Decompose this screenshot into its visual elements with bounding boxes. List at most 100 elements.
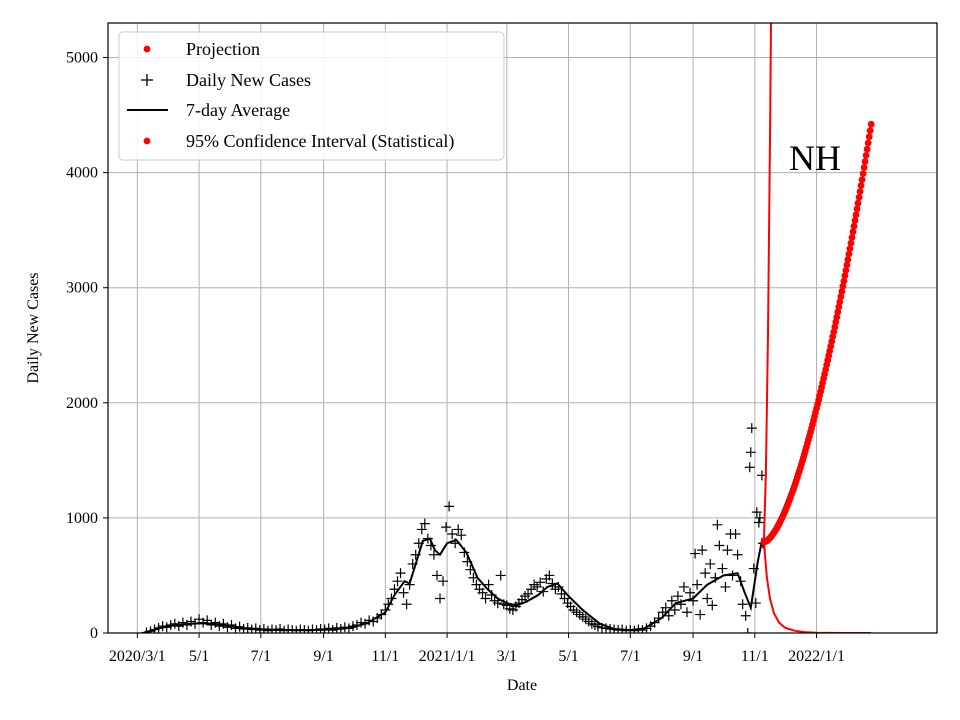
daily-new-cases-point (383, 599, 394, 610)
daily-new-cases-point (161, 622, 172, 633)
daily-new-cases-point (742, 628, 753, 633)
daily-new-cases-point (690, 548, 701, 559)
daily-new-cases-point (444, 501, 455, 512)
plot-frame (107, 22, 938, 634)
daily-new-cases-point (364, 615, 375, 626)
axis-ticks: 2020/3/1 5/1 7/1 9/1 11/1 2021/1/1 3/1 5/1 7/1 9/… (66, 50, 845, 665)
daily-new-cases-point (710, 572, 721, 583)
daily-new-cases-point (553, 581, 564, 592)
daily-new-cases-point (222, 622, 233, 633)
daily-new-cases-point (730, 529, 741, 540)
legend-label-daily-new-cases: Daily New Cases (186, 70, 311, 90)
daily-new-cases-point (186, 616, 197, 627)
daily-new-cases-point (707, 600, 718, 611)
daily-new-cases-point (754, 512, 765, 523)
confidence-interval-point (849, 228, 857, 236)
daily-new-cases-point (343, 623, 354, 633)
confidence-interval-point (837, 293, 845, 301)
daily-new-cases-point (745, 447, 756, 458)
daily-new-cases-point (720, 581, 731, 592)
legend: Projection Daily New Cases 7-day Average… (118, 31, 505, 161)
daily-new-cases-point (398, 587, 409, 598)
confidence-interval-point (867, 120, 875, 128)
daily-new-cases-point (692, 579, 703, 590)
confidence-interval-point (858, 176, 866, 184)
daily-new-cases-point (416, 524, 427, 535)
confidence-interval-point (852, 211, 860, 219)
daily-new-cases-point (544, 570, 555, 581)
y-tick-label: 1000 (66, 510, 98, 527)
daily-new-cases-point (681, 607, 692, 618)
daily-new-cases-point (746, 423, 757, 434)
daily-new-cases-point (666, 595, 677, 606)
confidence-interval-point (847, 239, 855, 247)
confidence-interval-point (851, 217, 859, 224)
confidence-interval-point (843, 261, 851, 269)
daily-new-cases-point (157, 621, 168, 632)
x-tick-label: 3/1 (497, 648, 517, 665)
daily-new-cases-point (653, 613, 664, 624)
daily-new-cases-point (206, 619, 217, 630)
confidence-interval-point (841, 272, 849, 280)
daily-new-cases-point (465, 564, 476, 575)
legend-label-confidence-interval: 95% Confidence Interval (Statistical) (186, 131, 454, 152)
daily-new-cases-point (714, 540, 725, 551)
daily-new-cases-point (468, 572, 479, 583)
daily-new-cases-point (441, 522, 452, 533)
daily-new-cases-point (495, 570, 506, 581)
daily-new-cases-point (669, 604, 680, 615)
daily-new-cases-point (413, 538, 424, 549)
daily-new-cases-point (486, 590, 497, 601)
daily-new-cases-point (700, 568, 711, 579)
daily-new-cases-point (431, 570, 442, 581)
y-tick-label: 5000 (66, 50, 98, 67)
daily-new-cases-point (386, 593, 397, 604)
daily-new-cases-point (753, 517, 764, 528)
daily-new-cases-point (169, 618, 180, 629)
daily-new-cases-point (750, 598, 761, 609)
x-tick-label: 2021/1/1 (419, 648, 476, 665)
daily-new-cases-point (744, 462, 755, 473)
confidence-interval-point (864, 139, 872, 147)
daily-new-cases-point (483, 579, 494, 590)
daily-new-cases-point (697, 545, 708, 556)
daily-new-cases-point (428, 549, 439, 560)
daily-new-cases-point (435, 593, 446, 604)
daily-new-cases-point (480, 593, 491, 604)
confidence-interval-point (850, 222, 858, 230)
legend-label-7-day-average: 7-day Average (186, 100, 290, 120)
confidence-interval-point (863, 145, 871, 153)
daily-new-cases-point (748, 563, 759, 574)
daily-new-cases-point (672, 591, 683, 602)
daily-new-cases-point (751, 507, 762, 518)
daily-new-cases-point (447, 529, 458, 540)
plot-area (141, 23, 875, 633)
daily-new-cases-point (450, 538, 461, 549)
confidence-interval-point (848, 234, 856, 241)
daily-new-cases-point (675, 599, 686, 610)
confidence-interval-point (862, 152, 870, 159)
confidence-interval-point (861, 158, 869, 165)
confidence-interval-point (840, 277, 848, 285)
confidence-interval-point (845, 250, 853, 258)
daily-new-cases-point (389, 584, 400, 595)
confidence-interval-point (859, 170, 867, 178)
daily-new-cases-point (352, 619, 363, 630)
legend-label-projection: Projection (186, 39, 260, 59)
confidence-interval-point (855, 193, 863, 201)
confidence-interval-point (835, 303, 843, 311)
daily-new-cases-point (456, 530, 467, 541)
daily-new-cases-point (688, 595, 699, 606)
daily-new-cases-point (735, 576, 746, 587)
confidence-interval-point (844, 256, 852, 263)
annotation-label: NH (789, 138, 841, 178)
daily-new-cases-point (663, 610, 674, 621)
daily-new-cases-point (685, 587, 696, 598)
daily-new-cases-point (592, 621, 603, 632)
daily-new-cases-point (727, 570, 738, 581)
daily-new-cases-point (425, 540, 436, 551)
x-tick-label: 7/1 (251, 648, 271, 665)
confidence-interval-point (854, 199, 862, 207)
daily-new-cases-point (165, 619, 176, 630)
